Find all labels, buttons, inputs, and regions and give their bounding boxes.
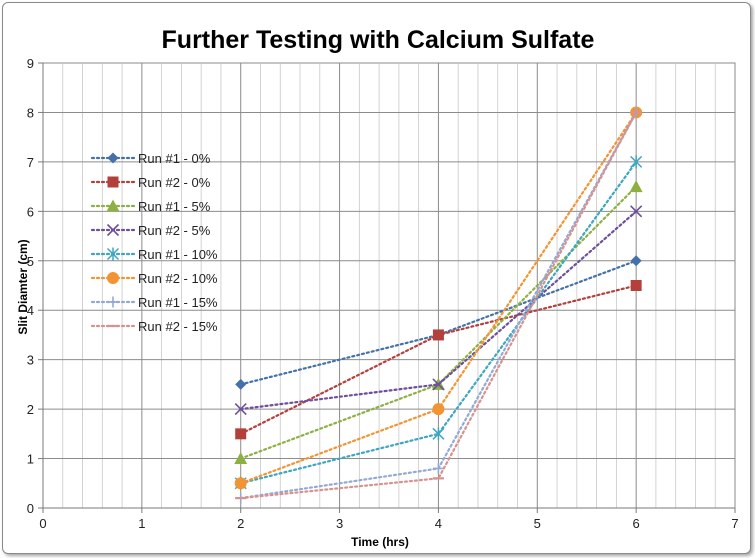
- legend-item: Run #1 - 5%: [90, 199, 211, 214]
- legend-label: Run #1 - 15%: [138, 295, 218, 310]
- data-point: [629, 180, 643, 193]
- legend-label: Run #1 - 5%: [138, 199, 211, 214]
- legend: Run #1 - 0% Run #2 - 0% Run #1 - 5% Run #2 …: [90, 151, 218, 334]
- legend-label: Run #2 - 5%: [138, 223, 211, 238]
- series-lines: [234, 106, 643, 504]
- series-4: [234, 205, 643, 416]
- legend-item: Run #1 - 0%: [90, 151, 211, 166]
- y-tick-label: 6: [27, 204, 34, 219]
- legend-label: Run #1 - 0%: [138, 151, 211, 166]
- x-tick-label: 7: [731, 516, 738, 531]
- x-tick-label: 0: [39, 516, 46, 531]
- legend-marker: [107, 176, 119, 188]
- legend-label: Run #2 - 0%: [138, 175, 211, 190]
- legend-label: Run #1 - 10%: [138, 247, 218, 262]
- data-point: [235, 428, 247, 440]
- data-point: [432, 329, 444, 341]
- y-tick-label: 1: [27, 452, 34, 467]
- legend-marker: [106, 223, 120, 237]
- legend-item: Run #1 - 15%: [90, 295, 218, 310]
- data-point: [630, 280, 642, 291]
- x-tick-label: 3: [336, 516, 343, 531]
- data-point: [432, 403, 445, 416]
- series-2: [235, 280, 642, 440]
- legend-item: Run #2 - 5%: [90, 223, 211, 238]
- legend-label: Run #2 - 15%: [138, 319, 218, 334]
- y-tick-label: 7: [27, 155, 34, 170]
- y-tick-label: 2: [27, 402, 34, 417]
- legend-marker: [106, 199, 120, 212]
- legend-marker: [107, 296, 119, 308]
- legend-item: Run #2 - 0%: [90, 175, 211, 190]
- data-point: [432, 378, 445, 391]
- y-axis-label: Slit Diamter (cm): [16, 239, 30, 334]
- data-point: [234, 452, 248, 465]
- series-8: [235, 111, 642, 500]
- legend-marker: [106, 247, 120, 261]
- x-tick-label: 5: [534, 516, 541, 531]
- data-point: [234, 477, 247, 490]
- x-axis-label: Time (hrs): [351, 535, 409, 549]
- y-tick-label: 4: [27, 303, 34, 318]
- data-point: [630, 255, 642, 267]
- legend-item: Run #2 - 15%: [90, 319, 218, 334]
- series-line: [239, 259, 638, 386]
- chart-title: Further Testing with Calcium Sulfate: [162, 26, 595, 54]
- marker-stroke: [106, 223, 120, 237]
- y-tick-label: 8: [27, 105, 34, 120]
- y-tick-label: 5: [27, 254, 34, 269]
- series-line: [239, 111, 638, 500]
- x-tick-label: 2: [237, 516, 244, 531]
- legend-item: Run #2 - 10%: [90, 271, 218, 286]
- legend-marker: [107, 152, 119, 164]
- y-tick-label: 3: [27, 353, 34, 368]
- data-point: [630, 205, 643, 218]
- x-tick-label: 4: [435, 516, 442, 531]
- y-tick-label: 0: [27, 501, 34, 516]
- legend-item: Run #1 - 10%: [90, 247, 218, 262]
- x-tick-label: 6: [633, 516, 640, 531]
- series-line: [239, 160, 638, 485]
- y-tick-label: 9: [27, 56, 34, 71]
- data-point: [432, 462, 444, 474]
- marker-stroke: [234, 403, 247, 416]
- legend-label: Run #2 - 10%: [138, 271, 218, 286]
- data-point: [234, 403, 247, 416]
- data-point: [630, 155, 643, 169]
- data-point: [432, 427, 445, 441]
- legend-marker: [107, 272, 119, 284]
- x-tick-label: 1: [138, 516, 145, 531]
- marker-stroke: [432, 378, 445, 391]
- marker-stroke: [630, 205, 643, 218]
- axes: 0 1 2 3 4 5 6 7 0 1 2 3 4 5 6 7 8 9: [27, 56, 739, 531]
- data-point: [235, 378, 247, 390]
